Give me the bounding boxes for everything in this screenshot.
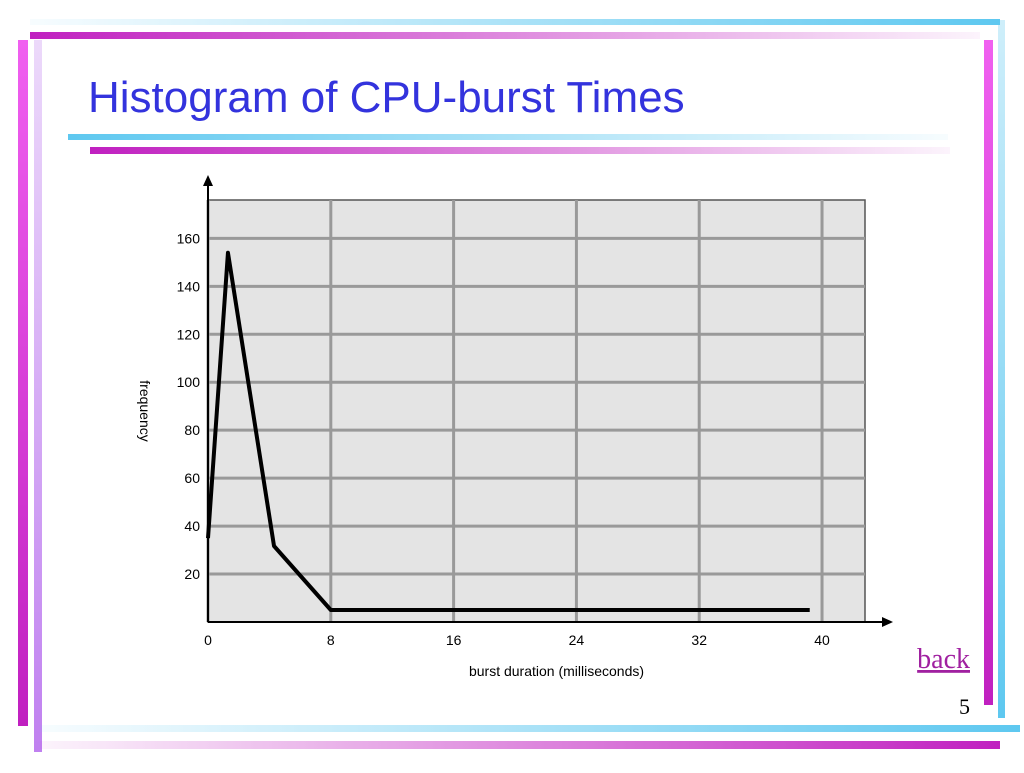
x-tick-label: 40 bbox=[814, 632, 830, 648]
y-tick-label: 80 bbox=[184, 422, 200, 438]
y-tick-label: 20 bbox=[184, 566, 200, 582]
deco-bar bbox=[40, 741, 1000, 749]
y-tick-label: 140 bbox=[177, 278, 201, 294]
deco-bar bbox=[30, 32, 980, 39]
deco-bar bbox=[68, 134, 948, 140]
x-tick-label: 32 bbox=[691, 632, 707, 648]
y-tick-label: 60 bbox=[184, 470, 200, 486]
x-axis-arrow bbox=[882, 617, 893, 627]
x-tick-label: 24 bbox=[569, 632, 585, 648]
y-axis-arrow bbox=[203, 175, 213, 186]
deco-bar bbox=[30, 19, 1000, 25]
back-link[interactable]: back bbox=[917, 644, 970, 675]
deco-bar bbox=[40, 725, 1020, 732]
deco-bar bbox=[984, 40, 993, 705]
y-tick-label: 100 bbox=[177, 374, 201, 390]
deco-bar bbox=[90, 147, 950, 154]
x-tick-label: 8 bbox=[327, 632, 335, 648]
deco-bar bbox=[18, 40, 28, 726]
y-axis-label: frequency bbox=[137, 380, 153, 441]
data-line bbox=[206, 250, 810, 613]
page-number: 5 bbox=[959, 694, 970, 719]
deco-bar bbox=[998, 20, 1005, 718]
deco-bar bbox=[34, 40, 42, 752]
y-tick-label: 40 bbox=[184, 518, 200, 534]
y-tick-label: 160 bbox=[177, 230, 201, 246]
chart: 20 40 60 80 100 120 140 160 0 8 16 24 32 40 burst dura… bbox=[137, 175, 893, 679]
y-tick-label: 120 bbox=[177, 326, 201, 342]
slide-title: Histogram of CPU-burst Times bbox=[88, 73, 685, 122]
x-tick-label: 16 bbox=[446, 632, 462, 648]
x-tick-label: 0 bbox=[204, 632, 212, 648]
plot-area bbox=[207, 199, 866, 623]
x-axis-label: burst duration (milliseconds) bbox=[469, 663, 644, 679]
